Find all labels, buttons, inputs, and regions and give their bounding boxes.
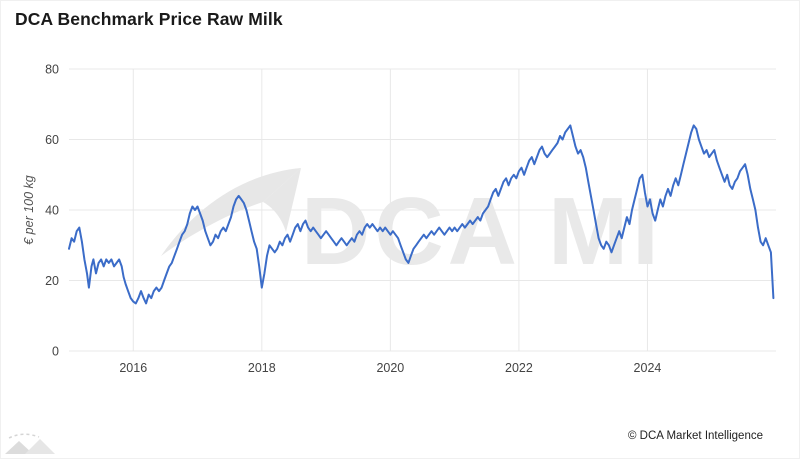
x-tick-label: 2018 bbox=[248, 361, 276, 375]
line-layer bbox=[68, 124, 775, 305]
dca-swoosh-wing-icon bbox=[263, 168, 301, 232]
copyright-text: © DCA Market Intelligence bbox=[627, 430, 763, 442]
x-tick-label: 2016 bbox=[119, 361, 147, 375]
x-tick-label: 2024 bbox=[634, 361, 662, 375]
watermark-text: DCA MI bbox=[301, 178, 663, 285]
y-tick-label: 40 bbox=[45, 204, 59, 218]
y-tick-label: 20 bbox=[45, 274, 59, 288]
chart-title: DCA Benchmark Price Raw Milk bbox=[15, 9, 283, 29]
dca-swoosh-watermark-icon bbox=[161, 168, 301, 256]
y-tick-label: 60 bbox=[45, 133, 59, 147]
corner-logo-icon bbox=[5, 433, 55, 454]
x-tick-label: 2022 bbox=[505, 361, 533, 375]
price-line bbox=[68, 124, 775, 305]
y-tick-label: 0 bbox=[52, 345, 59, 359]
grid-layer: 0 20 40 60 80 2016 2018 2020 2022 2024 bbox=[45, 63, 776, 375]
y-tick-label: 80 bbox=[45, 63, 59, 77]
x-tick-label: 2020 bbox=[376, 361, 404, 375]
watermark: DCA MI bbox=[161, 168, 663, 285]
